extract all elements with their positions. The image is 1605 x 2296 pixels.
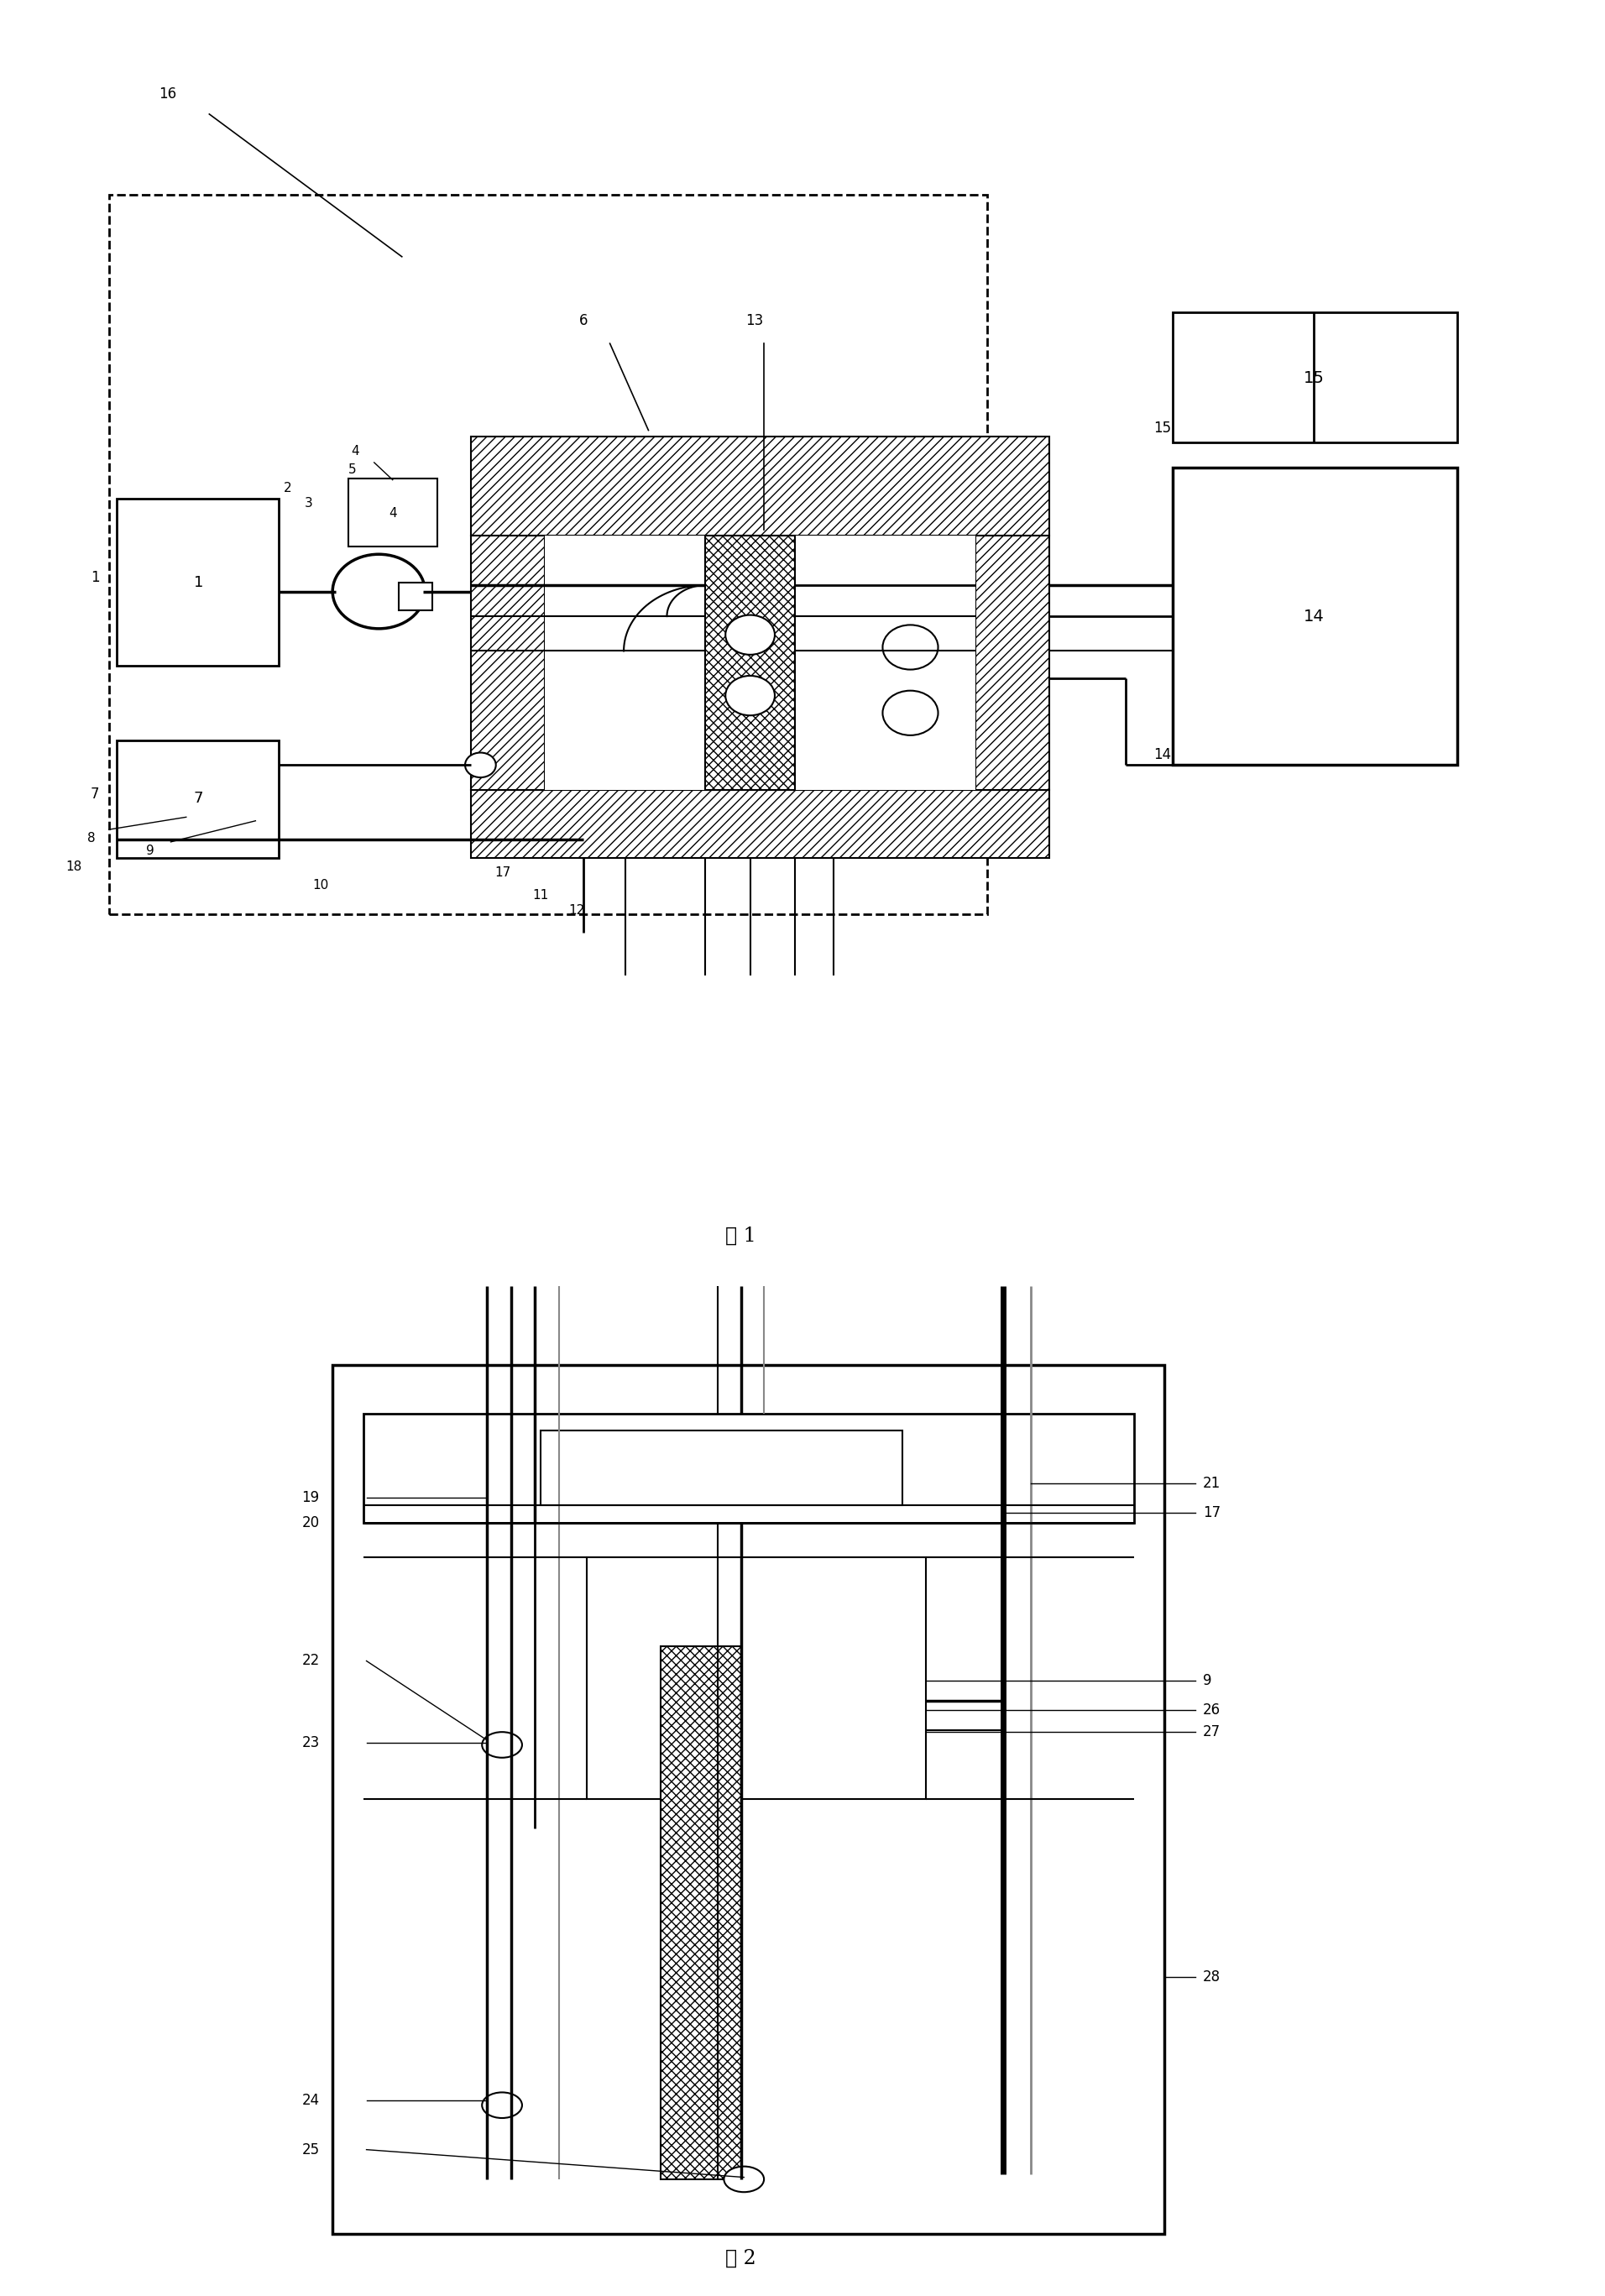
Text: 4: 4 (388, 507, 396, 519)
Text: 20: 20 (302, 1515, 319, 1529)
Bar (472, 535, 546, 790)
Text: 18: 18 (66, 861, 82, 872)
Bar (1172, 468, 1457, 765)
Text: 17: 17 (494, 866, 510, 879)
Text: 14: 14 (1154, 746, 1172, 762)
Text: 13: 13 (745, 312, 764, 328)
Text: 15: 15 (1154, 420, 1172, 436)
Text: 图 2: 图 2 (725, 2248, 756, 2268)
Text: 10: 10 (313, 879, 329, 891)
Bar (706, 535, 794, 790)
Text: 16: 16 (159, 87, 177, 101)
Text: 8: 8 (88, 831, 96, 845)
Circle shape (482, 2092, 522, 2117)
Text: 19: 19 (302, 1490, 319, 1506)
Text: 2: 2 (282, 482, 292, 494)
Bar (332, 1364, 1165, 2234)
Circle shape (883, 625, 937, 670)
Text: 27: 27 (1204, 1724, 1221, 1740)
Circle shape (482, 1731, 522, 1759)
Bar (398, 583, 433, 611)
Bar (117, 739, 279, 859)
Text: 5: 5 (348, 464, 356, 475)
Text: 17: 17 (1204, 1506, 1221, 1520)
Bar (546, 535, 976, 790)
Text: 12: 12 (568, 905, 584, 916)
Text: 7: 7 (194, 790, 204, 806)
Bar (109, 195, 987, 914)
Text: 22: 22 (302, 1653, 319, 1669)
Text: 14: 14 (1303, 608, 1324, 625)
Circle shape (725, 675, 775, 716)
Text: 15: 15 (1303, 370, 1324, 386)
Text: 24: 24 (302, 2092, 319, 2108)
Text: 6: 6 (579, 312, 587, 328)
Circle shape (465, 753, 496, 778)
Text: 28: 28 (1204, 1970, 1221, 1984)
Circle shape (883, 691, 937, 735)
Bar (587, 1557, 926, 1800)
Text: 26: 26 (1204, 1704, 1221, 1717)
Bar (541, 1430, 902, 1504)
Bar (976, 535, 1050, 790)
Text: 4: 4 (351, 445, 360, 457)
Text: 9: 9 (1204, 1674, 1212, 1688)
Text: 3: 3 (305, 496, 313, 510)
Text: 21: 21 (1204, 1476, 1221, 1490)
Circle shape (332, 553, 425, 629)
Text: 11: 11 (533, 889, 549, 902)
Bar (661, 1646, 742, 2179)
Text: 1: 1 (194, 576, 204, 590)
Text: 9: 9 (146, 845, 154, 856)
Bar (117, 498, 279, 666)
Circle shape (724, 2167, 764, 2193)
Bar (363, 1414, 1133, 1522)
Bar (1172, 312, 1457, 443)
Text: 1: 1 (90, 569, 100, 585)
Text: 25: 25 (302, 2142, 319, 2158)
Text: 7: 7 (90, 788, 100, 801)
Bar (472, 790, 1050, 859)
Text: 图 1: 图 1 (725, 1226, 756, 1247)
Text: 23: 23 (302, 1736, 319, 1750)
Bar (472, 436, 1050, 535)
Circle shape (725, 615, 775, 654)
Bar (348, 478, 437, 546)
